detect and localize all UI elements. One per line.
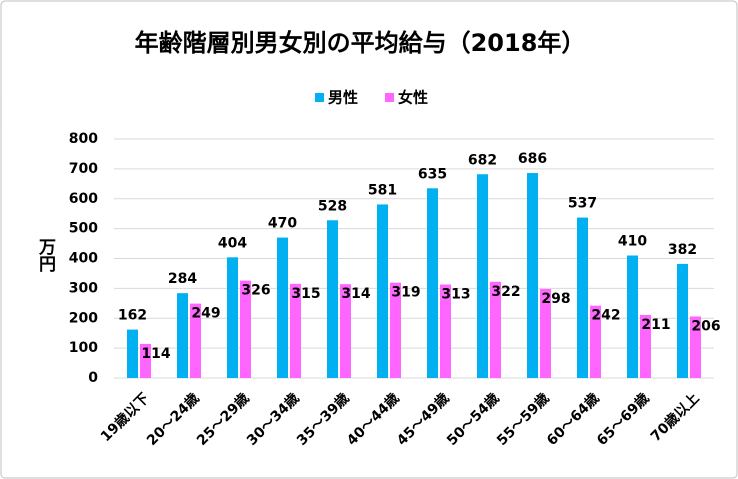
y-tick-label: 0 bbox=[88, 370, 98, 386]
bar bbox=[427, 188, 438, 378]
bar bbox=[390, 282, 401, 378]
bar bbox=[677, 263, 688, 378]
y-tick-label: 800 bbox=[69, 131, 98, 147]
value-label: 319 bbox=[391, 285, 420, 301]
value-label: 581 bbox=[368, 182, 397, 198]
y-tick-label: 600 bbox=[69, 191, 98, 207]
bar bbox=[490, 281, 501, 378]
value-label: 326 bbox=[241, 283, 270, 299]
value-label: 528 bbox=[318, 198, 347, 214]
bar bbox=[177, 293, 188, 378]
bar bbox=[290, 283, 301, 378]
value-label: 404 bbox=[218, 235, 247, 251]
value-label: 162 bbox=[118, 308, 147, 324]
bar bbox=[377, 204, 388, 378]
legend-swatch bbox=[385, 93, 394, 102]
bar bbox=[190, 303, 201, 378]
value-label: 242 bbox=[591, 308, 620, 324]
value-label: 298 bbox=[541, 291, 570, 307]
legend-label: 男性 bbox=[328, 89, 358, 107]
bar bbox=[477, 174, 488, 378]
value-label: 114 bbox=[141, 346, 170, 362]
y-axis-label: 万円 bbox=[35, 238, 57, 273]
bar bbox=[327, 220, 338, 378]
bar bbox=[590, 305, 601, 378]
y-tick-label: 700 bbox=[69, 161, 98, 177]
value-label: 314 bbox=[341, 286, 370, 302]
value-label: 313 bbox=[441, 286, 470, 302]
bar bbox=[627, 255, 638, 378]
bar bbox=[227, 257, 238, 378]
bar bbox=[540, 288, 551, 378]
value-label: 249 bbox=[191, 306, 220, 322]
chart-title: 年齢階層別男女別の平均給与（2018年） bbox=[135, 29, 586, 57]
value-label: 211 bbox=[641, 317, 670, 333]
y-tick-label: 100 bbox=[69, 340, 98, 356]
y-tick-label: 400 bbox=[69, 251, 98, 267]
bar bbox=[527, 173, 538, 378]
bar bbox=[640, 314, 651, 378]
bar bbox=[127, 329, 138, 378]
legend-swatch bbox=[315, 93, 324, 102]
value-label: 682 bbox=[468, 152, 497, 168]
bar bbox=[277, 237, 288, 378]
value-label: 537 bbox=[568, 196, 597, 212]
value-label: 470 bbox=[268, 216, 297, 232]
y-tick-label: 500 bbox=[69, 221, 98, 237]
y-tick-label: 200 bbox=[69, 310, 98, 326]
value-label: 322 bbox=[491, 284, 520, 300]
value-label: 686 bbox=[518, 151, 547, 167]
bar bbox=[690, 316, 701, 378]
value-label: 206 bbox=[691, 318, 720, 334]
bar bbox=[440, 284, 451, 378]
bar bbox=[240, 280, 251, 378]
bar bbox=[577, 217, 588, 378]
value-label: 410 bbox=[618, 234, 647, 250]
bar bbox=[140, 343, 151, 378]
value-label: 382 bbox=[668, 242, 697, 258]
y-tick-label: 300 bbox=[69, 280, 98, 296]
bar bbox=[340, 284, 351, 378]
legend-label: 女性 bbox=[398, 89, 428, 107]
value-label: 635 bbox=[418, 166, 447, 182]
value-label: 284 bbox=[168, 271, 197, 287]
value-label: 315 bbox=[291, 286, 320, 302]
